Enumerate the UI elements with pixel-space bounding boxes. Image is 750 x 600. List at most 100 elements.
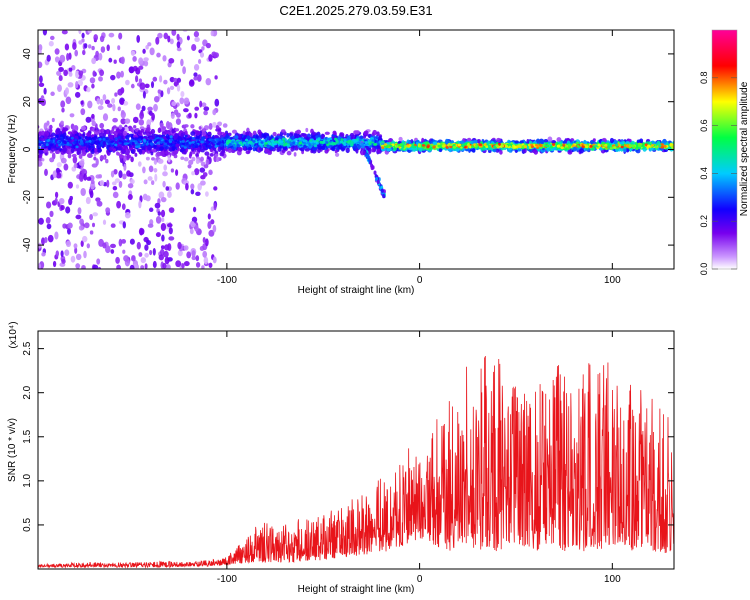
spectrogram-cell <box>264 142 268 145</box>
spectrogram-cell <box>114 137 118 141</box>
spectrogram-cell <box>167 191 172 199</box>
spectrogram-cell <box>320 140 324 144</box>
spectrogram-cell <box>609 137 614 144</box>
spectrogram-cell <box>113 168 118 175</box>
spectrogram-cell <box>212 109 217 116</box>
spectrogram-cell <box>168 58 175 64</box>
spectrogram-cell <box>227 139 232 143</box>
spectrogram-cell <box>153 95 160 103</box>
spectrogram-cell <box>81 151 87 157</box>
spectrogram-cell <box>208 169 213 176</box>
spectrogram-y-tick-label: -20 <box>22 190 33 205</box>
spectrogram-cell <box>350 141 354 145</box>
spectrogram-cell <box>88 139 92 143</box>
spectrogram-cell <box>635 143 639 146</box>
spectrogram-y-tick-label: 0 <box>22 146 33 152</box>
spectrogram-cell <box>270 134 274 140</box>
spectrogram-cell <box>136 34 141 43</box>
snr-y-tick-label: 1.5 <box>22 429 33 443</box>
spectrogram-cell <box>87 153 93 159</box>
spectrogram-cell <box>49 124 53 129</box>
spectrogram-cell <box>138 57 144 65</box>
spectrogram-cell <box>38 82 45 87</box>
spectrogram-cell <box>62 132 67 137</box>
spectrogram-cell <box>162 144 166 148</box>
spectrogram-cell <box>242 141 246 145</box>
spectrogram-cell <box>107 138 111 144</box>
spectrogram-cell <box>120 109 125 115</box>
spectrogram-cell <box>353 139 358 143</box>
spectrogram-cell <box>171 145 176 152</box>
spectrogram-cell <box>111 97 116 104</box>
spectrogram-cell <box>77 207 82 215</box>
spectrogram-cell <box>98 76 103 82</box>
spectrogram-cell <box>73 141 77 144</box>
spectrogram-cell <box>231 140 235 144</box>
spectrogram-cell <box>85 196 91 205</box>
spectrogram-cell <box>119 153 124 159</box>
spectrogram-cell <box>147 176 153 181</box>
spectrogram-cell <box>332 130 337 136</box>
spectrogram-cell <box>207 213 211 220</box>
spectrogram-cell <box>78 70 84 77</box>
spectrogram-cell <box>421 137 425 144</box>
spectrogram-cell <box>118 139 122 143</box>
spectrogram-cell <box>203 256 209 265</box>
spectrogram-cell <box>471 145 475 149</box>
spectrogram-cell <box>198 126 202 130</box>
spectrogram-cell <box>43 87 47 95</box>
spectrogram-cell <box>264 148 269 153</box>
spectrogram-cell <box>272 131 277 137</box>
spectrogram-cell <box>147 223 154 228</box>
spectrogram-cell <box>141 146 146 152</box>
spectrogram-cell <box>105 158 109 164</box>
spectrogram-cell <box>95 50 99 58</box>
spectrogram-cell <box>312 131 316 136</box>
spectrogram-cell <box>539 144 543 148</box>
spectrogram-cell <box>41 144 45 148</box>
spectrogram-cell <box>185 182 189 191</box>
spectrogram-cell <box>199 100 203 108</box>
spectrogram-cell <box>186 35 190 41</box>
spectrogram-cell <box>88 44 92 49</box>
spectrogram-cell <box>38 217 44 225</box>
spectrogram-cell <box>217 130 223 136</box>
spectrogram-cell <box>191 156 196 162</box>
colorbar-gradient <box>712 30 737 269</box>
spectrogram-cell <box>219 144 223 147</box>
spectrogram-cell <box>56 162 62 168</box>
spectrogram-cell <box>481 146 485 151</box>
spectrogram-cell <box>120 118 127 125</box>
spectrogram-cell <box>190 188 195 195</box>
spectrogram-cell <box>188 141 192 145</box>
spectrogram-cell <box>519 140 524 145</box>
spectrogram-cell <box>65 240 72 248</box>
spectrogram-cell <box>38 135 40 141</box>
spectrogram-cell <box>63 163 69 171</box>
snr-y-tick-label: 1.0 <box>22 473 33 487</box>
spectrogram-cell <box>231 129 238 134</box>
spectrogram-cell <box>644 143 648 147</box>
snr-x-tick-label: 0 <box>417 574 423 585</box>
spectrogram-cell <box>286 132 290 138</box>
spectrogram-cell <box>126 139 130 143</box>
spectrogram-cell <box>501 144 505 148</box>
spectrogram-cell <box>42 30 48 36</box>
spectrogram-cell <box>173 77 178 83</box>
spectrogram-cell <box>371 147 376 153</box>
spectrogram-cell <box>320 133 324 140</box>
spectrogram-cell <box>213 134 219 139</box>
spectrogram-ylabel: Frequency (Hz) <box>7 115 18 184</box>
spectrogram-cell <box>207 131 212 136</box>
spectrogram-cell <box>96 98 101 105</box>
spectrogram-cell <box>116 264 121 269</box>
spectrogram-cell <box>278 140 282 144</box>
spectrogram-cell <box>160 223 167 231</box>
spectrogram-cell <box>54 231 59 240</box>
spectrogram-cell <box>67 181 73 189</box>
spectrogram-cell <box>362 150 366 156</box>
spectrogram-cell <box>49 157 55 163</box>
spectrogram-cell <box>334 149 338 154</box>
spectrogram-cell <box>317 144 323 150</box>
spectrogram-cell <box>99 35 105 43</box>
